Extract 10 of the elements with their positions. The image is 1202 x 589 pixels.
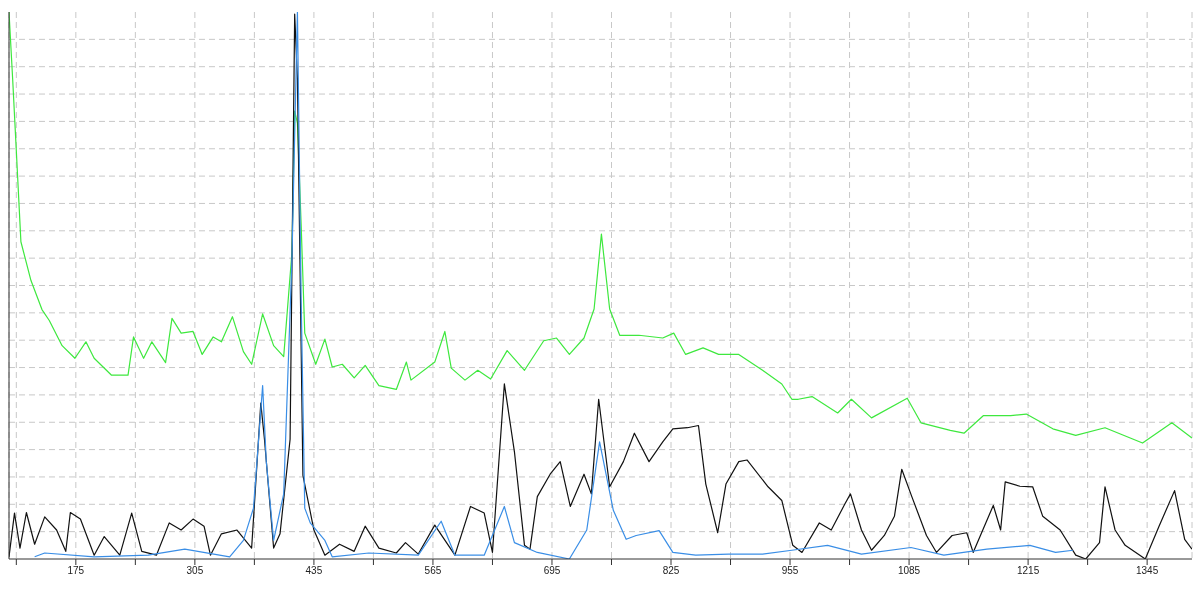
- x-tick-label: 435: [305, 565, 323, 577]
- x-tick-label: 1085: [897, 565, 921, 577]
- x-tick-label: 825: [662, 565, 680, 577]
- x-tick-label: 695: [543, 565, 561, 577]
- x-tick-label: 305: [186, 565, 204, 577]
- x-tick-label: 955: [781, 565, 799, 577]
- x-tick-label: 1215: [1016, 565, 1040, 577]
- x-tick-label: 1345: [1136, 565, 1159, 577]
- x-tick-label: 175: [67, 565, 85, 577]
- x-tick-label: 565: [424, 565, 442, 577]
